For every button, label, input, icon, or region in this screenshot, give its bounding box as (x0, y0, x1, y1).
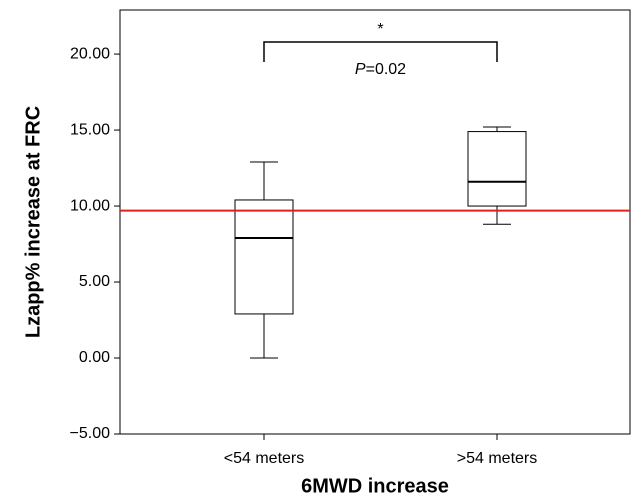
p-value: =0.02 (366, 61, 407, 78)
y-tick-label: 10.00 (70, 197, 110, 214)
box (467, 131, 527, 207)
y-tick-label: −5.00 (70, 425, 111, 442)
x-axis-title: 6MWD increase (301, 475, 449, 497)
y-tick-label: 20.00 (70, 45, 110, 62)
p-symbol: P (355, 61, 366, 78)
x-tick-label: >54 meters (457, 450, 537, 467)
y-tick-label: 15.00 (70, 121, 110, 138)
y-tick-label: 0.00 (79, 349, 110, 366)
box (234, 199, 294, 315)
x-tick-label: <54 meters (224, 450, 304, 467)
significance-star: * (377, 21, 383, 38)
significance-bracket (263, 41, 498, 62)
plot-frame (119, 9, 631, 435)
y-tick-label: 5.00 (79, 273, 110, 290)
y-axis-title: Lzapp% increase at FRC (22, 106, 44, 338)
p-value-text: P=0.02 (355, 61, 406, 78)
